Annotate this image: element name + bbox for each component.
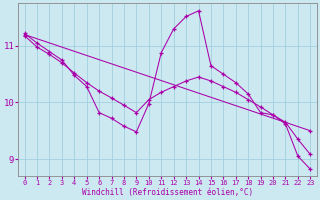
X-axis label: Windchill (Refroidissement éolien,°C): Windchill (Refroidissement éolien,°C) [82, 188, 253, 197]
